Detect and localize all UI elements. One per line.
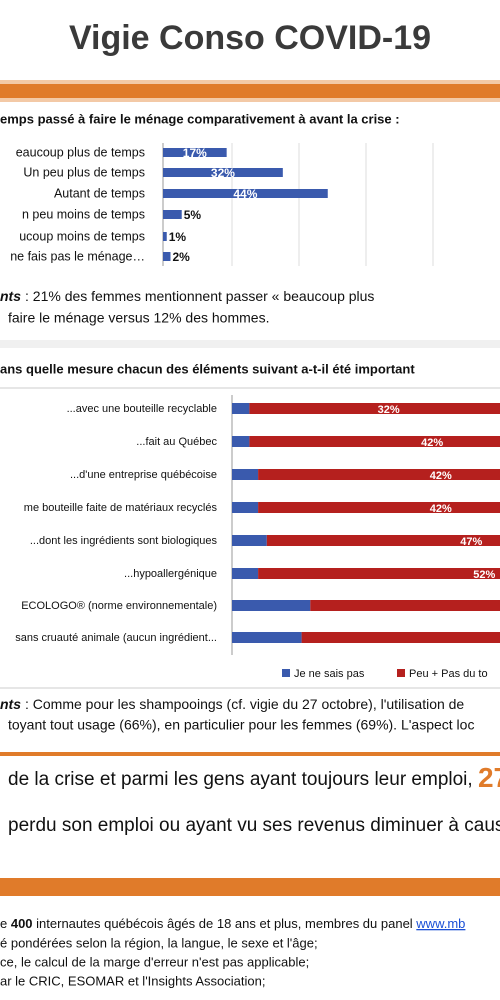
value-label: 32% <box>378 404 400 416</box>
category-label: ...dont les ingrédients sont biologiques <box>30 535 218 547</box>
stacked-bars: 32% 42% 42% 42% 47% 52% <box>232 403 500 643</box>
legend-label: Je ne sais pas <box>294 668 365 680</box>
separator <box>0 752 500 756</box>
highlight-figure: 27 <box>478 762 500 793</box>
orange-band <box>0 878 500 896</box>
value-label: 42% <box>430 503 452 515</box>
bar-segment <box>232 436 250 447</box>
value-label: 5% <box>184 208 202 222</box>
bar-segment <box>258 568 500 579</box>
value-label: 17% <box>183 146 207 160</box>
bar <box>163 189 328 198</box>
category-label: ...avec une bouteille recyclable <box>67 403 217 415</box>
category-label: ne fais pas le ménage… <box>10 249 145 263</box>
comment-text: : 21% des femmes mentionnent passer « be… <box>25 288 374 304</box>
footer-line: ar le CRIC, ESOMAR et l'Insights Associa… <box>0 973 265 988</box>
category-label: Un peu plus de temps <box>23 165 145 179</box>
bar-segment <box>232 632 302 643</box>
bar <box>163 252 171 261</box>
title: Vigie Conso COVID-19 <box>69 19 431 57</box>
highlight-line: de la crise et parmi les gens ayant touj… <box>8 762 500 793</box>
orange-band <box>0 84 500 98</box>
bar <box>163 168 283 177</box>
footer-bold: 400 <box>11 916 33 931</box>
bar-segment <box>232 469 259 480</box>
value-label: 32% <box>211 166 235 180</box>
footer-line: e 400 internautes québécois âgés de 18 a… <box>0 916 465 931</box>
bar-segment <box>232 535 267 546</box>
category-label: Autant de temps <box>54 186 145 200</box>
footer-line: é pondérées selon la région, la langue, … <box>0 935 318 950</box>
legend-swatch <box>397 669 405 677</box>
section-heading: emps passé à faire le ménage comparative… <box>0 111 400 126</box>
bar-segment <box>266 535 500 546</box>
comment-text: : Comme pour les shampooings (cf. vigie … <box>25 696 464 712</box>
bar-segment <box>258 469 500 480</box>
footer-text: e <box>0 916 11 931</box>
value-label: 2% <box>172 250 190 264</box>
category-label: ECOLOGO® (norme environnementale) <box>21 600 217 612</box>
bar-segment <box>232 403 250 414</box>
bar-segment <box>249 436 500 447</box>
category-label: n peu moins de temps <box>22 207 145 221</box>
category-label: ...fait au Québec <box>136 436 217 448</box>
value-label: 44% <box>233 187 257 201</box>
footer-line: ce, le calcul de la marge d'erreur n'est… <box>0 954 309 969</box>
separator <box>0 340 500 348</box>
highlight-text: de la crise et parmi les gens ayant touj… <box>8 769 478 790</box>
bar-segment <box>232 502 259 513</box>
gridlines <box>162 143 434 266</box>
comment-line: nts: 21% des femmes mentionnent passer «… <box>0 288 374 304</box>
footer-link[interactable]: www.mb <box>415 916 465 931</box>
bar-segment <box>301 632 500 643</box>
category-label: ...d'une entreprise québécoise <box>70 469 217 481</box>
bar <box>163 232 167 241</box>
value-label: 42% <box>421 437 443 449</box>
chart-frame <box>0 387 500 689</box>
value-label: 52% <box>473 569 495 581</box>
category-label: ucoup moins de temps <box>19 229 145 243</box>
category-label: sans cruauté animale (aucun ingrédient..… <box>15 632 217 644</box>
value-label: 1% <box>169 230 187 244</box>
category-label: me bouteille faite de matériaux recyclés <box>24 502 218 514</box>
highlight-line: perdu son emploi ou ayant vu ses revenus… <box>8 815 500 836</box>
category-label: eaucoup plus de temps <box>16 145 145 159</box>
footer-text: internautes québécois âgés de 18 ans et … <box>33 916 417 931</box>
bar-segment <box>310 600 500 611</box>
bar-segment <box>232 600 311 611</box>
legend-swatch <box>282 669 290 677</box>
bar <box>163 210 182 219</box>
bar <box>163 148 227 157</box>
bar-segment <box>232 568 259 579</box>
category-label: ...hypoallergénique <box>124 568 217 580</box>
comment-label: nts <box>0 288 21 304</box>
comment-label: nts <box>0 696 21 712</box>
comment-line: toyant tout usage (66%), en particulier … <box>8 717 474 733</box>
comment-line: faire le ménage versus 12% des hommes. <box>8 310 269 326</box>
bar-segment <box>258 502 500 513</box>
value-label: 47% <box>460 536 482 548</box>
comment-line: nts: Comme pour les shampooings (cf. vig… <box>0 696 464 712</box>
bar-segment <box>249 403 500 414</box>
legend-label: Peu + Pas du to <box>409 668 488 680</box>
value-label: 42% <box>430 470 452 482</box>
section-heading: ans quelle mesure chacun des éléments su… <box>0 361 415 376</box>
